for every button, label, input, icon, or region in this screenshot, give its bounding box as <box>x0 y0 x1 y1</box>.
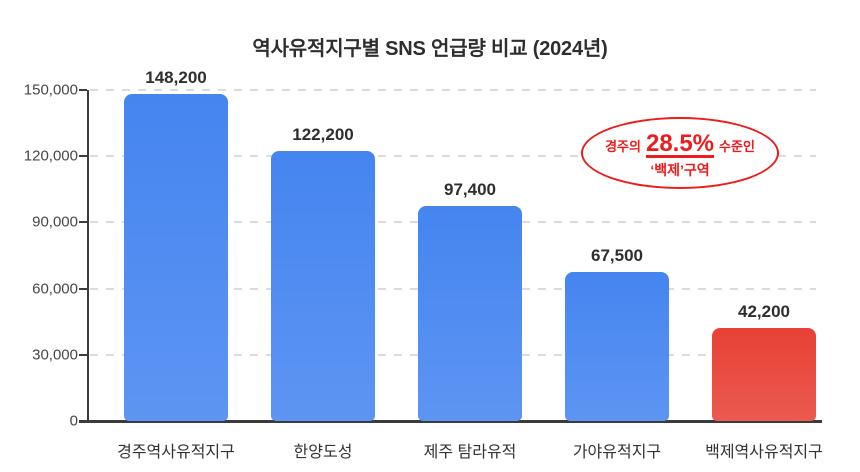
y-tick-label: 60,000 <box>32 280 78 298</box>
y-tick-mark <box>79 287 87 290</box>
bar-value-label: 97,400 <box>444 180 496 199</box>
bar-value-label: 42,200 <box>738 302 790 321</box>
bar-4 <box>565 272 669 421</box>
y-tick-mark <box>79 353 87 356</box>
y-tick-label: 120,000 <box>23 147 78 165</box>
gridline <box>90 89 816 91</box>
chart-title: 역사유적지구별 SNS 언급량 비교 (2024년) <box>252 38 608 60</box>
annotation-suffix: 수준인 <box>719 138 755 154</box>
annotation-prefix: 경주의 <box>605 138 641 154</box>
y-axis <box>87 90 89 422</box>
y-tick-mark <box>79 420 87 422</box>
x-axis <box>79 420 822 423</box>
x-category-label: 한양도성 <box>293 444 353 461</box>
x-category-label: 백제역사유적지구 <box>705 444 823 461</box>
annotation-line1: 경주의 28.5% 수준인 <box>605 129 755 157</box>
y-tick-mark <box>79 155 87 158</box>
bar-value-label: 148,200 <box>145 68 207 87</box>
bar-value-label: 122,200 <box>292 125 354 144</box>
y-tick-label: 0 <box>69 412 78 430</box>
y-tick-mark <box>79 89 87 91</box>
annotation-ellipse: 경주의 28.5% 수준인 ‘백제’구역 <box>581 117 779 189</box>
bar-value-label: 67,500 <box>591 246 643 265</box>
bar-1 <box>124 94 228 421</box>
y-tick-label: 150,000 <box>23 81 78 99</box>
x-category-label: 경주역사유적지구 <box>117 444 235 461</box>
annotation-percentage: 28.5% <box>645 129 715 157</box>
x-category-label: 가야유적지구 <box>572 444 662 461</box>
y-tick-mark <box>79 221 87 224</box>
x-category-label: 제주 탐라유적 <box>423 444 517 461</box>
annotation-region-label: ‘백제’구역 <box>650 161 710 178</box>
bar-2 <box>271 151 375 421</box>
y-tick-label: 90,000 <box>32 213 78 231</box>
bar-5 <box>712 328 816 421</box>
bar-3 <box>418 206 522 421</box>
gridline <box>90 155 816 158</box>
y-tick-label: 30,000 <box>32 346 78 364</box>
